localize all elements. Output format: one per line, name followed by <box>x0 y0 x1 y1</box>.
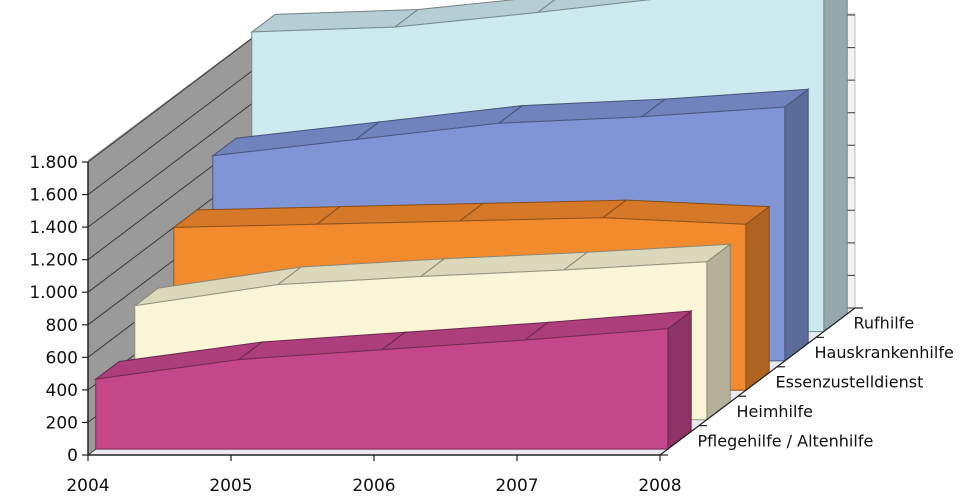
y-tick-label: 400 <box>46 381 78 401</box>
series-ribbons <box>93 0 848 451</box>
series-label: Heimhilfe <box>737 402 813 421</box>
series-label: Pflegehilfe / Altenhilfe <box>698 431 874 450</box>
x-tick-label: 2006 <box>352 476 395 496</box>
y-tick-labels: 0 200 400 600 800 1.000 1.200 1.400 1.600 1.800 <box>29 153 88 466</box>
y-tick-label: 1.600 <box>29 186 78 206</box>
series-end-cap <box>667 309 692 451</box>
series-label: Hauskrankenhilfe <box>815 343 954 362</box>
y-tick-label: 800 <box>46 316 78 336</box>
x-tick-label: 2005 <box>209 476 252 496</box>
y-tick-label: 600 <box>46 348 78 368</box>
x-tick-label: 2008 <box>638 476 681 496</box>
y-tick-label: 200 <box>46 413 78 433</box>
x-tick-label: 2004 <box>66 476 109 496</box>
series-label: Rufhilfe <box>854 314 915 333</box>
axes <box>87 162 863 461</box>
x-tick-label: 2007 <box>495 476 538 496</box>
series-end-cap <box>706 243 731 421</box>
y-tick-label: 1.200 <box>29 251 78 271</box>
y-tick-label: 1.000 <box>29 283 78 303</box>
series-end-cap <box>823 0 848 333</box>
series-end-cap <box>745 205 770 392</box>
series-ribbon <box>93 309 693 451</box>
y-tick-label: 1.800 <box>29 153 78 173</box>
depth-axis-line <box>659 307 856 456</box>
series-end-cap <box>784 88 809 362</box>
series-front-face <box>95 328 669 450</box>
series-label: Essenzustelldienst <box>776 373 924 392</box>
y-tick-label: 0 <box>67 446 78 466</box>
y-tick-label: 1.400 <box>29 218 78 238</box>
series-labels: Pflegehilfe / Altenhilfe Heimhilfe Essenzu… <box>698 314 954 451</box>
x-tick-labels: 2004 2005 2006 2007 2008 <box>66 476 681 496</box>
